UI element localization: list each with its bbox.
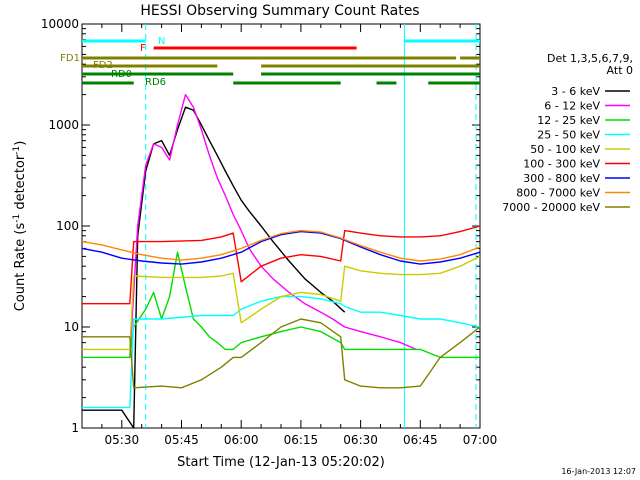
x-tick-label: 05:45	[164, 433, 199, 447]
series-line	[82, 255, 481, 351]
x-tick-labels: 05:30 05:45 06:00 06:15 06:30 06:45 07:00	[105, 433, 498, 447]
legend: Det 1,3,5,6,7,9,Att 0 3 - 6 keV 6 - 12 keV…	[502, 52, 633, 214]
legend-entry-label: 25 - 50 keV	[537, 129, 600, 142]
series-lines	[81, 93, 481, 429]
series-line	[81, 229, 481, 262]
legend-entry-label: 12 - 25 keV	[537, 114, 600, 127]
footer-timestamp: 16-Jan-2013 12:07	[561, 467, 636, 476]
axis-ticks	[82, 23, 480, 429]
x-tick-label: 05:30	[105, 433, 140, 447]
state-bar-label: RD0	[111, 69, 132, 80]
series-line	[82, 106, 346, 429]
state-bar-label: N	[158, 36, 165, 47]
x-tick-label: 06:30	[343, 433, 378, 447]
legend-entry-label: 3 - 6 keV	[551, 85, 600, 98]
chart-title: HESSI Observing Summary Count Rates	[140, 3, 419, 19]
series-line	[129, 93, 417, 358]
x-tick-label: 07:00	[463, 433, 498, 447]
series-line	[82, 295, 481, 409]
state-bar-label: RD6	[145, 77, 166, 88]
series-line	[82, 225, 481, 305]
state-bar-label: FD2	[93, 60, 113, 71]
plot-frame	[81, 23, 481, 429]
y-axis-label: Count Rate (s-1 detector-1)	[12, 141, 28, 312]
series-line	[82, 251, 480, 359]
legend-header: Det 1,3,5,6,7,9,	[547, 52, 633, 65]
x-tick-label: 06:00	[224, 433, 259, 447]
legend-entry-label: 50 - 100 keV	[530, 143, 600, 156]
legend-entry-label: 100 - 300 keV	[523, 158, 600, 171]
series-line	[82, 318, 481, 389]
y-tick-labels: 1 10 100 1000 10000	[41, 17, 79, 435]
state-bar-label: FD1	[60, 53, 80, 64]
y-tick-label: 10	[64, 320, 79, 334]
y-tick-label: 1	[71, 421, 79, 435]
legend-entry-label: 300 - 800 keV	[523, 172, 600, 185]
legend-entry-label: 6 - 12 keV	[544, 100, 600, 113]
y-tick-label: 1000	[48, 118, 79, 132]
state-bar-label: F	[140, 43, 146, 54]
x-axis-label: Start Time (12-Jan-13 05:20:02)	[177, 455, 385, 470]
x-tick-label: 06:15	[284, 433, 319, 447]
series-line	[81, 230, 481, 265]
y-tick-label: 10000	[41, 17, 79, 31]
y-tick-label: 100	[56, 219, 79, 233]
attenuator-lines	[145, 24, 477, 428]
legend-entry-label: 7000 - 20000 keV	[502, 201, 600, 214]
x-tick-label: 06:45	[403, 433, 438, 447]
legend-header: Att 0	[607, 64, 633, 77]
legend-entry-label: 800 - 7000 keV	[516, 187, 600, 200]
